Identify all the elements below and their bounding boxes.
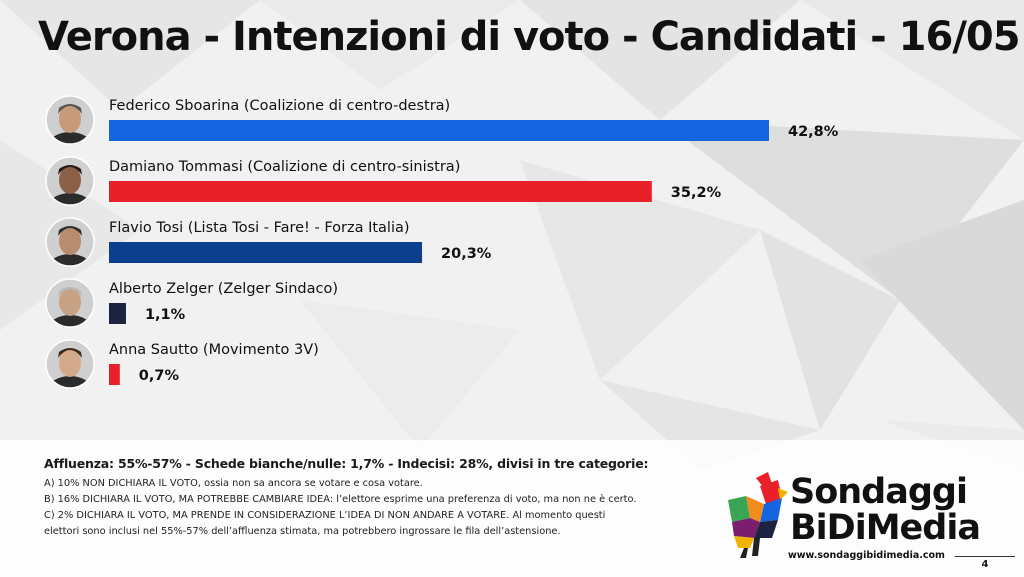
value-label: 35,2% [671, 185, 722, 201]
candidate-label: Alberto Zelger (Zelger Sindaco) [109, 281, 338, 297]
brand-logo: Sondaggi BiDiMedia www.sondaggibidimedia… [720, 470, 1020, 570]
notes-panel: Affluenza: 55%-57% - Schede bianche/null… [44, 456, 724, 540]
bar [109, 181, 652, 202]
photo-frame [45, 95, 95, 145]
candidate-photo [46, 218, 94, 266]
photo-hair [58, 348, 82, 358]
photo-shoulders [48, 315, 92, 327]
photo-shoulders [48, 254, 92, 266]
candidate-row: Damiano Tommasi (Coalizione di centro-si… [45, 156, 722, 206]
notes-line-c-cont: elettori sono inclusi nel 55%-57% dell’a… [44, 526, 561, 537]
candidate-row: Anna Sautto (Movimento 3V) 0,7% [45, 339, 319, 389]
rooster-icon [728, 472, 788, 558]
value-label: 1,1% [145, 307, 186, 323]
candidate-photo [46, 340, 94, 388]
photo-face [59, 349, 81, 377]
notes-line-c: C) 2% DICHIARA IL VOTO, MA PRENDE IN CON… [44, 510, 606, 521]
candidate-label: Anna Sautto (Movimento 3V) [109, 342, 319, 358]
photo-hair [58, 226, 82, 236]
photo-face [59, 288, 81, 316]
logo-name-line1: Sondaggi [790, 472, 968, 512]
candidate-label: Damiano Tommasi (Coalizione di centro-si… [109, 159, 460, 175]
notes-line-a: A) 10% NON DICHIARA IL VOTO, ossia non s… [44, 478, 423, 489]
candidate-row: Federico Sboarina (Coalizione di centro-… [45, 95, 839, 145]
bar [109, 242, 423, 263]
candidate-photo [46, 96, 94, 144]
photo-frame [45, 339, 95, 389]
candidate-label: Flavio Tosi (Lista Tosi - Fare! - Forza … [109, 220, 410, 236]
photo-face [59, 105, 81, 133]
notes-headline: Affluenza: 55%-57% - Schede bianche/null… [44, 456, 649, 471]
photo-face [59, 166, 81, 194]
photo-hair [58, 165, 82, 175]
page-title: Verona - Intenzioni di voto - Candidati … [38, 14, 1021, 60]
bar [109, 364, 120, 385]
candidate-row: Flavio Tosi (Lista Tosi - Fare! - Forza … [45, 217, 492, 267]
page-number: 4 [955, 556, 1015, 570]
photo-hair [58, 104, 82, 114]
photo-frame [45, 156, 95, 206]
bar [109, 303, 126, 324]
photo-hair [58, 287, 82, 297]
value-label: 20,3% [441, 246, 492, 262]
notes-line-b: B) 16% DICHIARA IL VOTO, MA POTREBBE CAM… [44, 494, 637, 505]
value-label: 42,8% [788, 124, 839, 140]
candidate-photo [46, 279, 94, 327]
photo-frame [45, 278, 95, 328]
photo-shoulders [48, 376, 92, 388]
photo-frame [45, 217, 95, 267]
photo-shoulders [48, 132, 92, 144]
candidate-label: Federico Sboarina (Coalizione di centro-… [109, 98, 450, 114]
candidate-photo [46, 157, 94, 205]
bar [109, 120, 769, 141]
value-label: 0,7% [139, 368, 180, 384]
photo-shoulders [48, 193, 92, 205]
photo-face [59, 227, 81, 255]
logo-name-line2: BiDiMedia [790, 508, 981, 548]
candidate-row: Alberto Zelger (Zelger Sindaco) 1,1% [45, 278, 338, 328]
logo-url: www.sondaggibidimedia.com [788, 550, 945, 561]
